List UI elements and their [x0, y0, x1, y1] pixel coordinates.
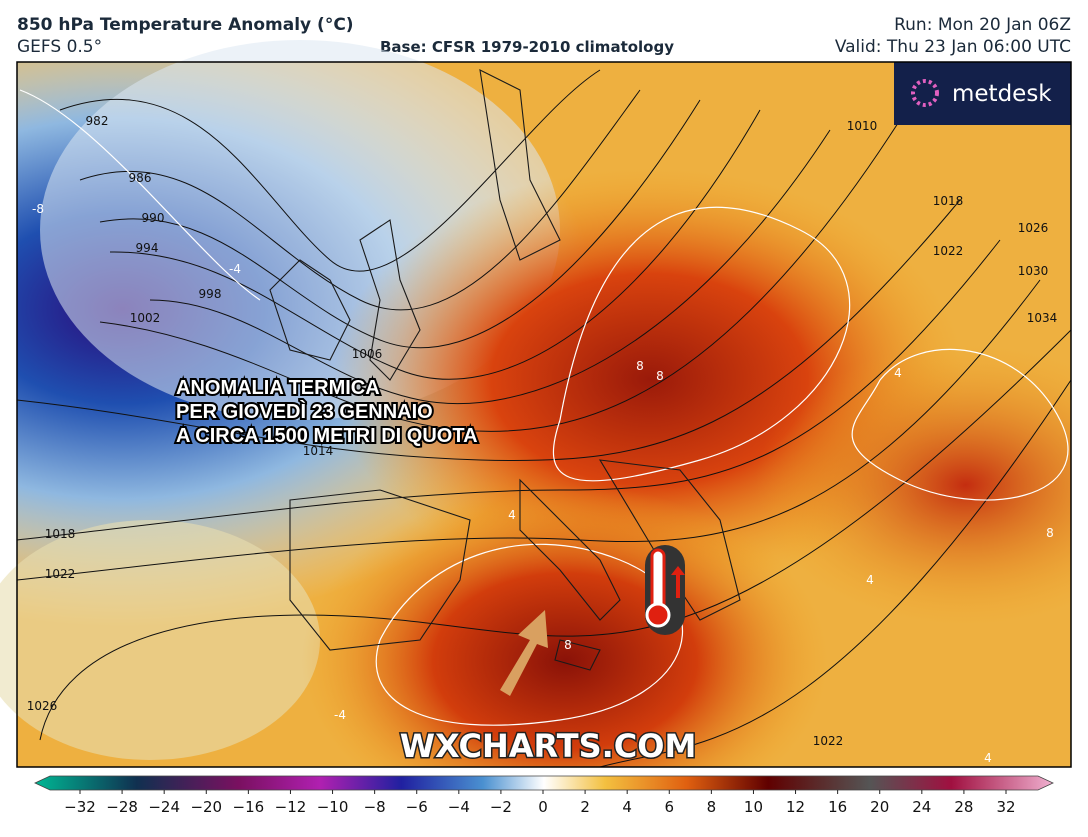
base: Base: CFSR 1979-2010 climatology [380, 38, 674, 56]
thermometer-icon [645, 545, 685, 635]
anomaly-label: 8 [636, 359, 644, 373]
colorbar-label: 2 [580, 798, 590, 816]
colorbar-label: −10 [317, 798, 349, 816]
overlay-line: PER GIOVEDÌ 23 GENNAIO [176, 400, 433, 423]
colorbar-label: 28 [954, 798, 973, 816]
map: 982 986 990 994 998 1002 1006 1010 1014 1018 1022 1… [0, 40, 1072, 768]
anomaly-label: 8 [1046, 526, 1054, 540]
colorbar-label: −8 [364, 798, 386, 816]
colorbar-label: −6 [406, 798, 428, 816]
colorbar-label: −32 [64, 798, 96, 816]
colorbar-label: 4 [622, 798, 632, 816]
anomaly-label: 4 [508, 508, 516, 522]
warm-area [17, 62, 1071, 767]
valid: Valid: Thu 23 Jan 06:00 UTC [835, 37, 1071, 57]
isobar-label: 1006 [352, 347, 383, 361]
isobar-label: 990 [142, 211, 165, 225]
isobar-label: 1018 [933, 194, 964, 208]
colorbar-label: −2 [490, 798, 512, 816]
colorbar-label: 12 [786, 798, 805, 816]
colorbar-label: −4 [448, 798, 470, 816]
anomaly-label: -4 [229, 262, 241, 276]
colorbar-label: −24 [148, 798, 180, 816]
isobar-label: 1026 [27, 699, 58, 713]
anomaly-label: 4 [894, 366, 902, 380]
colorbar-label: 10 [744, 798, 763, 816]
logo-icon [911, 79, 939, 107]
anomaly-label: -4 [334, 708, 346, 722]
anomaly-contours [19, 89, 1069, 726]
model: GEFS 0.5° [17, 37, 102, 57]
overlay-line: A CIRCA 1500 METRI DI QUOTA [176, 425, 478, 447]
colorbar-label: −12 [275, 798, 307, 816]
colorbar-label: 6 [664, 798, 674, 816]
isobar-label: 1010 [847, 119, 878, 133]
colorbar-label: 16 [828, 798, 847, 816]
colorbar-label: 20 [870, 798, 889, 816]
colorbar-label: −16 [233, 798, 265, 816]
anomaly-label: 8 [564, 638, 572, 652]
isobar-label: 1014 [303, 444, 334, 458]
watermark: WXCHARTS.COM [400, 727, 697, 765]
isobar-label: 986 [129, 171, 152, 185]
run: Run: Mon 20 Jan 06Z [894, 15, 1071, 35]
colorbar-label: 8 [707, 798, 717, 816]
anomaly-label: 4 [866, 573, 874, 587]
isobar-label: 1030 [1018, 264, 1049, 278]
isobar-label: 1022 [813, 734, 844, 748]
colorbar [34, 775, 1054, 791]
colorbar-label: 32 [996, 798, 1015, 816]
isobar-label: 1026 [1018, 221, 1049, 235]
arrow [500, 610, 548, 696]
isobar-label: 1018 [45, 527, 76, 541]
overlay-line: ANOMALIA TERMICA [176, 377, 380, 399]
title: 850 hPa Temperature Anomaly (°C) [17, 15, 354, 35]
isobar-label: 1022 [933, 244, 964, 258]
isobars [16, 69, 1072, 768]
colorbar-label: −20 [190, 798, 222, 816]
isobar-label: 998 [199, 287, 222, 301]
anomaly-label: -8 [32, 202, 44, 216]
isobar-label: 1034 [1027, 311, 1058, 325]
colorbar-label: −28 [106, 798, 138, 816]
colorbar-label: 0 [538, 798, 548, 816]
isobar-label: 1002 [130, 311, 161, 325]
map-frame [16, 61, 1072, 768]
isobar-label: 982 [86, 114, 109, 128]
isobar-label: 994 [136, 241, 159, 255]
logo-box [894, 62, 1071, 125]
logo: metdesk [952, 81, 1052, 107]
anomaly-label: 8 [656, 369, 664, 383]
anomaly-label: 4 [984, 751, 992, 765]
isobar-label: 1022 [45, 567, 76, 581]
colorbar-label: 24 [912, 798, 931, 816]
